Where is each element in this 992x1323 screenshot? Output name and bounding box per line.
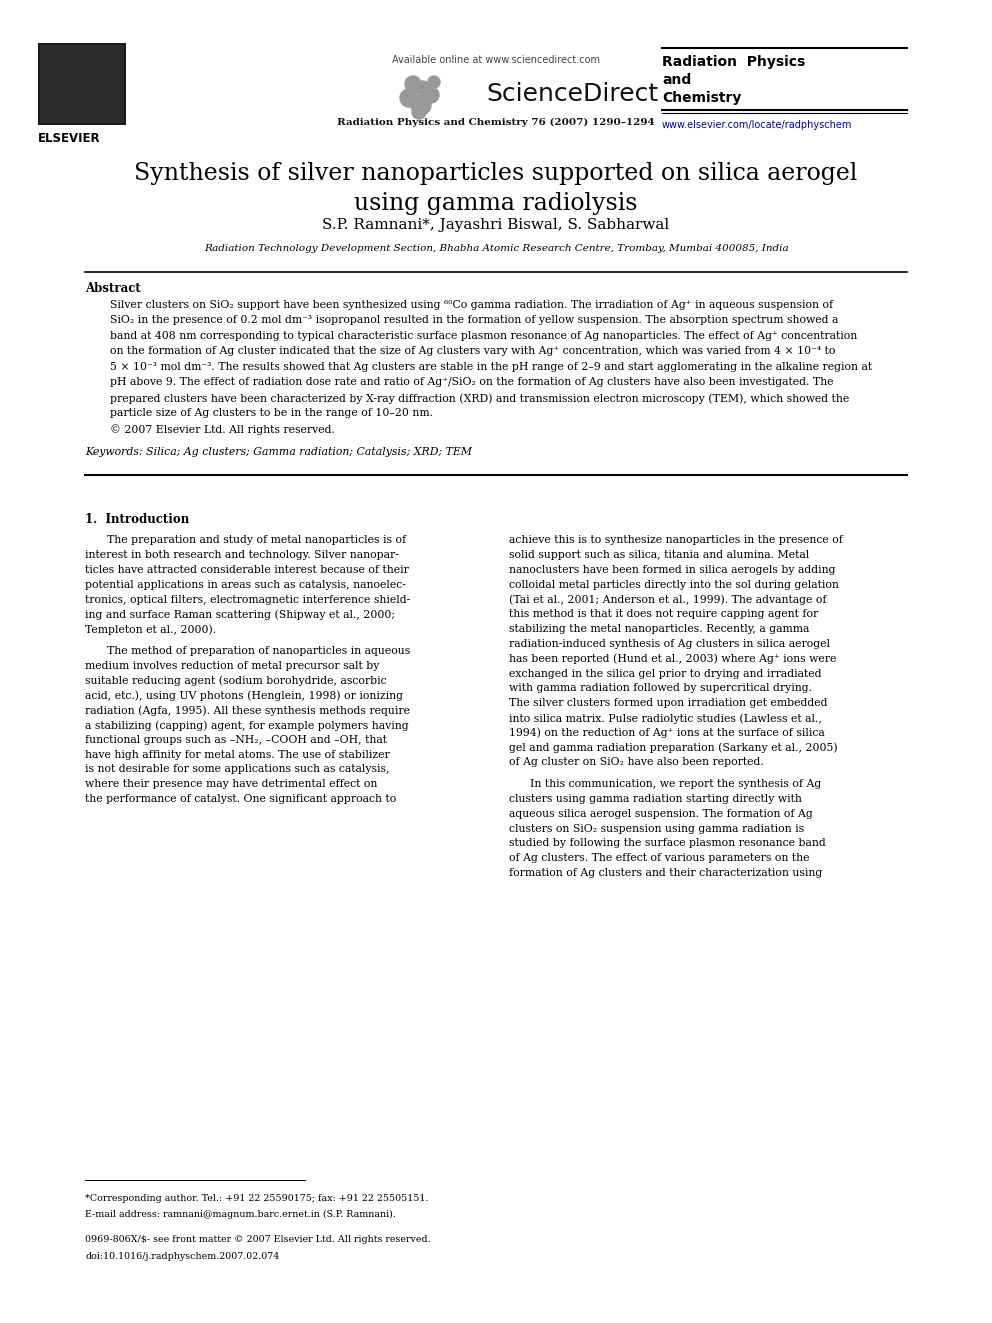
Circle shape xyxy=(412,105,426,119)
Text: Abstract: Abstract xyxy=(85,282,141,295)
Text: Chemistry: Chemistry xyxy=(662,91,741,105)
Text: tronics, optical filters, electromagnetic interference shield-: tronics, optical filters, electromagneti… xyxy=(85,595,411,605)
Text: formation of Ag clusters and their characterization using: formation of Ag clusters and their chara… xyxy=(509,868,821,878)
Text: and: and xyxy=(662,73,691,87)
Text: using gamma radiolysis: using gamma radiolysis xyxy=(354,192,638,216)
Text: colloidal metal particles directly into the sol during gelation: colloidal metal particles directly into … xyxy=(509,579,838,590)
Text: into silica matrix. Pulse radiolytic studies (Lawless et al.,: into silica matrix. Pulse radiolytic stu… xyxy=(509,713,821,724)
Text: stabilizing the metal nanoparticles. Recently, a gamma: stabilizing the metal nanoparticles. Rec… xyxy=(509,624,808,634)
Text: suitable reducing agent (sodium borohydride, ascorbic: suitable reducing agent (sodium borohydr… xyxy=(85,676,387,687)
Text: clusters using gamma radiation starting directly with: clusters using gamma radiation starting … xyxy=(509,794,802,804)
FancyBboxPatch shape xyxy=(40,45,124,123)
Text: radiation-induced synthesis of Ag clusters in silica aerogel: radiation-induced synthesis of Ag cluste… xyxy=(509,639,829,650)
Text: radiation (Agfa, 1995). All these synthesis methods require: radiation (Agfa, 1995). All these synthe… xyxy=(85,705,410,716)
Text: 1.  Introduction: 1. Introduction xyxy=(85,513,189,527)
Text: *Corresponding author. Tel.: +91 22 25590175; fax: +91 22 25505151.: *Corresponding author. Tel.: +91 22 2559… xyxy=(85,1193,429,1203)
FancyBboxPatch shape xyxy=(38,44,126,124)
Text: (Tai et al., 2001; Anderson et al., 1999). The advantage of: (Tai et al., 2001; Anderson et al., 1999… xyxy=(509,595,826,605)
Text: ing and surface Raman scattering (Shipway et al., 2000;: ing and surface Raman scattering (Shipwa… xyxy=(85,610,395,620)
Text: with gamma radiation followed by supercritical drying.: with gamma radiation followed by supercr… xyxy=(509,684,811,693)
Circle shape xyxy=(400,89,418,107)
Text: medium involves reduction of metal precursor salt by: medium involves reduction of metal precu… xyxy=(85,662,379,671)
Circle shape xyxy=(411,95,431,115)
Text: where their presence may have detrimental effect on: where their presence may have detrimenta… xyxy=(85,779,377,790)
Text: The silver clusters formed upon irradiation get embedded: The silver clusters formed upon irradiat… xyxy=(509,699,827,708)
Text: of Ag cluster on SiO₂ have also been reported.: of Ag cluster on SiO₂ have also been rep… xyxy=(509,758,763,767)
Text: Radiation  Physics: Radiation Physics xyxy=(662,56,806,69)
Text: of Ag clusters. The effect of various parameters on the: of Ag clusters. The effect of various pa… xyxy=(509,853,809,864)
Text: band at 408 nm corresponding to typical characteristic surface plasmon resonance: band at 408 nm corresponding to typical … xyxy=(110,331,857,341)
Text: solid support such as silica, titania and alumina. Metal: solid support such as silica, titania an… xyxy=(509,550,808,561)
Text: S.P. Ramnani*, Jayashri Biswal, S. Sabharwal: S.P. Ramnani*, Jayashri Biswal, S. Sabha… xyxy=(322,218,670,232)
Text: gel and gamma radiation preparation (Sarkany et al., 2005): gel and gamma radiation preparation (Sar… xyxy=(509,742,837,753)
Text: a stabilizing (capping) agent, for example polymers having: a stabilizing (capping) agent, for examp… xyxy=(85,720,409,730)
Text: have high affinity for metal atoms. The use of stabilizer: have high affinity for metal atoms. The … xyxy=(85,750,390,759)
Text: Radiation Technology Development Section, Bhabha Atomic Research Centre, Trombay: Radiation Technology Development Section… xyxy=(203,243,789,253)
Text: has been reported (Hund et al., 2003) where Ag⁺ ions were: has been reported (Hund et al., 2003) wh… xyxy=(509,654,836,664)
Text: Keywords: Silica; Ag clusters; Gamma radiation; Catalysis; XRD; TEM: Keywords: Silica; Ag clusters; Gamma rad… xyxy=(85,447,472,458)
Text: 1994) on the reduction of Ag⁺ ions at the surface of silica: 1994) on the reduction of Ag⁺ ions at th… xyxy=(509,728,824,738)
Text: this method is that it does not require capping agent for: this method is that it does not require … xyxy=(509,610,817,619)
Text: 5 × 10⁻³ mol dm⁻³. The results showed that Ag clusters are stable in the pH rang: 5 × 10⁻³ mol dm⁻³. The results showed th… xyxy=(110,363,872,372)
Text: achieve this is to synthesize nanoparticles in the presence of: achieve this is to synthesize nanopartic… xyxy=(509,536,842,545)
Text: on the formation of Ag cluster indicated that the size of Ag clusters vary with : on the formation of Ag cluster indicated… xyxy=(110,347,835,356)
Text: prepared clusters have been characterized by X-ray diffraction (XRD) and transmi: prepared clusters have been characterize… xyxy=(110,393,849,404)
Circle shape xyxy=(423,87,439,103)
Text: E-mail address: ramnani@magnum.barc.ernet.in (S.P. Ramnani).: E-mail address: ramnani@magnum.barc.erne… xyxy=(85,1211,396,1218)
Text: nanoclusters have been formed in silica aerogels by adding: nanoclusters have been formed in silica … xyxy=(509,565,835,576)
Text: In this communication, we report the synthesis of Ag: In this communication, we report the syn… xyxy=(531,779,821,790)
Text: Radiation Physics and Chemistry 76 (2007) 1290–1294: Radiation Physics and Chemistry 76 (2007… xyxy=(337,118,655,127)
Text: ELSEVIER: ELSEVIER xyxy=(38,132,100,146)
Text: SiO₂ in the presence of 0.2 mol dm⁻³ isopropanol resulted in the formation of ye: SiO₂ in the presence of 0.2 mol dm⁻³ iso… xyxy=(110,315,838,325)
Text: Templeton et al., 2000).: Templeton et al., 2000). xyxy=(85,624,216,635)
Text: exchanged in the silica gel prior to drying and irradiated: exchanged in the silica gel prior to dry… xyxy=(509,668,821,679)
Text: particle size of Ag clusters to be in the range of 10–20 nm.: particle size of Ag clusters to be in th… xyxy=(110,409,433,418)
Text: functional groups such as –NH₂, –COOH and –OH, that: functional groups such as –NH₂, –COOH an… xyxy=(85,734,387,745)
Text: ticles have attracted considerable interest because of their: ticles have attracted considerable inter… xyxy=(85,565,409,576)
Text: clusters on SiO₂ suspension using gamma radiation is: clusters on SiO₂ suspension using gamma … xyxy=(509,824,804,833)
Text: The method of preparation of nanoparticles in aqueous: The method of preparation of nanoparticl… xyxy=(107,646,411,656)
Circle shape xyxy=(416,81,430,95)
Text: is not desirable for some applications such as catalysis,: is not desirable for some applications s… xyxy=(85,765,390,774)
Text: aqueous silica aerogel suspension. The formation of Ag: aqueous silica aerogel suspension. The f… xyxy=(509,808,812,819)
Text: Synthesis of silver nanoparticles supported on silica aerogel: Synthesis of silver nanoparticles suppor… xyxy=(134,161,858,185)
Text: The preparation and study of metal nanoparticles is of: The preparation and study of metal nanop… xyxy=(107,536,406,545)
Text: pH above 9. The effect of radiation dose rate and ratio of Ag⁺/SiO₂ on the forma: pH above 9. The effect of radiation dose… xyxy=(110,377,833,388)
Text: studied by following the surface plasmon resonance band: studied by following the surface plasmon… xyxy=(509,839,825,848)
Text: 0969-806X/$- see front matter © 2007 Elsevier Ltd. All rights reserved.: 0969-806X/$- see front matter © 2007 Els… xyxy=(85,1234,431,1244)
Text: Available online at www.sciencedirect.com: Available online at www.sciencedirect.co… xyxy=(392,56,600,65)
Text: doi:10.1016/j.radphyschem.2007.02.074: doi:10.1016/j.radphyschem.2007.02.074 xyxy=(85,1252,280,1261)
Text: © 2007 Elsevier Ltd. All rights reserved.: © 2007 Elsevier Ltd. All rights reserved… xyxy=(110,423,335,435)
Text: acid, etc.), using UV photons (Henglein, 1998) or ionizing: acid, etc.), using UV photons (Henglein,… xyxy=(85,691,403,701)
Text: www.elsevier.com/locate/radphyschem: www.elsevier.com/locate/radphyschem xyxy=(662,120,852,130)
Circle shape xyxy=(405,75,421,93)
Text: Silver clusters on SiO₂ support have been synthesized using ⁶⁰Co gamma radiation: Silver clusters on SiO₂ support have bee… xyxy=(110,300,833,310)
Text: potential applications in areas such as catalysis, nanoelec-: potential applications in areas such as … xyxy=(85,579,406,590)
Circle shape xyxy=(428,75,440,89)
Text: interest in both research and technology. Silver nanopar-: interest in both research and technology… xyxy=(85,550,399,561)
Text: the performance of catalyst. One significant approach to: the performance of catalyst. One signifi… xyxy=(85,794,396,804)
Text: ScienceDirect: ScienceDirect xyxy=(486,82,658,106)
